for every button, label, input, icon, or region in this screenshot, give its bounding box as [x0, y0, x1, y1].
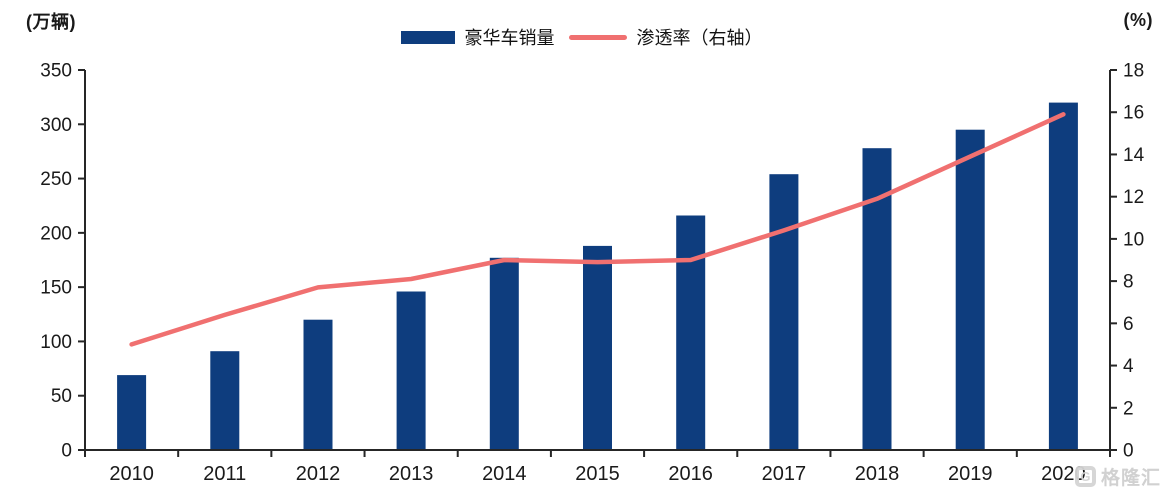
bar-2016 — [676, 215, 706, 450]
right-axis-tick-label: 8 — [1123, 272, 1134, 293]
watermark-text: 格隆汇 — [1100, 468, 1161, 489]
bar-2010 — [117, 375, 147, 450]
x-axis-label-2011: 2011 — [203, 463, 246, 485]
right-axis-tick-label: 0 — [1123, 441, 1134, 462]
legend-line-swatch-icon — [568, 34, 627, 40]
right-axis-unit-label: (%) — [1123, 10, 1153, 30]
right-axis-tick-label: 2 — [1123, 398, 1134, 419]
x-axis-label-2013: 2013 — [389, 463, 434, 485]
left-axis-unit-label: (万辆) — [26, 12, 76, 32]
bar-2017 — [769, 174, 799, 450]
x-axis-label-2015: 2015 — [575, 463, 620, 485]
left-axis-tick-label: 300 — [40, 115, 72, 136]
x-axis-label-2018: 2018 — [855, 463, 900, 485]
x-axis-label-2020: 2020 — [1041, 463, 1086, 485]
x-axis-label-2016: 2016 — [668, 463, 713, 485]
right-axis-tick-label: 10 — [1123, 229, 1144, 250]
right-axis-tick-label: 16 — [1123, 103, 1144, 124]
bar-2014 — [489, 257, 519, 450]
x-axis-label-2019: 2019 — [948, 463, 993, 485]
left-axis-tick-label: 0 — [61, 441, 72, 462]
legend-bar-swatch-icon — [400, 30, 455, 44]
legend-line-label: 渗透率（右轴） — [636, 28, 763, 48]
x-axis-label-2010: 2010 — [109, 463, 154, 485]
x-axis-label-2012: 2012 — [296, 463, 341, 485]
bar-2013 — [396, 291, 426, 450]
gelonghui-watermark: G 格隆汇 — [1074, 463, 1161, 490]
right-axis-tick-label: 4 — [1123, 356, 1134, 377]
legend-bar-label: 豪华车销量 — [464, 28, 555, 48]
legend-item-line: 渗透率（右轴） — [568, 24, 763, 50]
legend: 豪华车销量 渗透率（右轴） — [400, 24, 763, 50]
left-axis-tick-label: 50 — [51, 386, 72, 407]
left-axis-tick-label: 200 — [40, 223, 72, 244]
left-axis-tick-label: 250 — [40, 169, 72, 190]
right-axis-tick-label: 14 — [1123, 145, 1145, 166]
right-axis-tick-label: 12 — [1123, 187, 1144, 208]
gelonghui-logo-icon: G — [1074, 466, 1096, 487]
left-axis-tick-label: 350 — [40, 61, 72, 82]
bar-2011 — [210, 351, 240, 450]
bar-2015 — [583, 245, 612, 450]
left-axis-tick-label: 150 — [40, 278, 72, 299]
x-axis-label-2014: 2014 — [482, 463, 527, 485]
bar-2019 — [955, 129, 985, 450]
right-axis-tick-label: 18 — [1123, 61, 1144, 82]
bar-2012 — [303, 319, 333, 450]
x-axis-label-2017: 2017 — [762, 463, 807, 485]
penetration-rate-line — [129, 112, 1066, 347]
bar-2020 — [1048, 102, 1078, 450]
left-axis-tick-label: 100 — [40, 332, 72, 353]
legend-item-bar: 豪华车销量 — [400, 24, 555, 50]
right-axis-tick-label: 6 — [1123, 314, 1134, 335]
